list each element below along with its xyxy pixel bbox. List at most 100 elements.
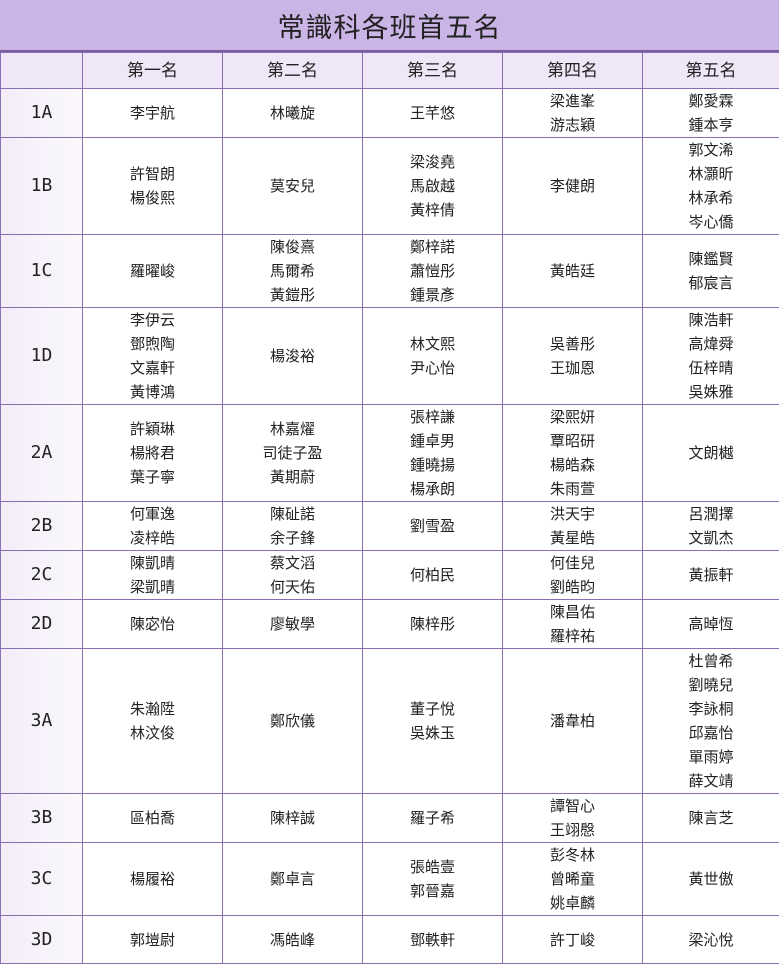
rank-cell: 陳浩軒高煒舜伍梓晴吳姝雅 bbox=[643, 308, 779, 405]
student-name: 鄧軼軒 bbox=[363, 928, 502, 952]
student-name: 廖敏學 bbox=[223, 612, 362, 636]
rank-cell: 洪天宇黃星皓 bbox=[503, 502, 643, 551]
rank-cell: 羅曜峻 bbox=[83, 235, 223, 308]
rank-cell: 陳鑑賢郁宸言 bbox=[643, 235, 779, 308]
class-label: 3A bbox=[1, 649, 83, 794]
student-name: 梁沁悅 bbox=[643, 928, 779, 952]
student-name: 陳俊熹 bbox=[223, 235, 362, 259]
class-label: 3B bbox=[1, 794, 83, 843]
class-label: 2D bbox=[1, 600, 83, 649]
column-header: 第一名 bbox=[83, 53, 223, 89]
student-name: 凌梓皓 bbox=[83, 526, 222, 550]
student-name: 張皓壹 bbox=[363, 855, 502, 879]
student-name: 李伊云 bbox=[83, 308, 222, 332]
student-name: 王翊慇 bbox=[503, 818, 642, 842]
student-name: 梁熙妍 bbox=[503, 405, 642, 429]
column-header: 第二名 bbox=[223, 53, 363, 89]
student-name: 楊履裕 bbox=[83, 867, 222, 891]
student-name: 何佳兒 bbox=[503, 551, 642, 575]
student-name: 黃皓廷 bbox=[503, 259, 642, 283]
student-name: 高晫恆 bbox=[643, 612, 779, 636]
rank-cell: 何軍逸凌梓皓 bbox=[83, 502, 223, 551]
student-name: 吳姝玉 bbox=[363, 721, 502, 745]
student-name: 高煒舜 bbox=[643, 332, 779, 356]
student-name: 何柏民 bbox=[363, 563, 502, 587]
student-name: 梁凱晴 bbox=[83, 575, 222, 599]
rank-cell: 黃振軒 bbox=[643, 551, 779, 600]
rank-cell: 陳俊熹馬爾希黃鎧彤 bbox=[223, 235, 363, 308]
student-name: 楊俊熙 bbox=[83, 186, 222, 210]
column-header: 第四名 bbox=[503, 53, 643, 89]
class-label: 3C bbox=[1, 843, 83, 916]
rank-cell: 黃世傲 bbox=[643, 843, 779, 916]
student-name: 蔡文滔 bbox=[223, 551, 362, 575]
class-label: 1C bbox=[1, 235, 83, 308]
student-name: 陳昌佑 bbox=[503, 600, 642, 624]
student-name: 林曦旋 bbox=[223, 101, 362, 125]
rank-cell: 杜曾希劉曉兒李詠桐邱嘉怡單雨婷薛文靖 bbox=[643, 649, 779, 794]
student-name: 鍾卓男 bbox=[363, 429, 502, 453]
student-name: 李宇航 bbox=[83, 101, 222, 125]
student-name: 董子悅 bbox=[363, 697, 502, 721]
student-name: 陳砋諾 bbox=[223, 502, 362, 526]
student-name: 黃博鴻 bbox=[83, 380, 222, 404]
student-name: 文嘉軒 bbox=[83, 356, 222, 380]
student-name: 彭冬林 bbox=[503, 843, 642, 867]
student-name: 黃期蔚 bbox=[223, 465, 362, 489]
rank-cell: 許丁峻 bbox=[503, 916, 643, 964]
rank-cell: 梁沁悅 bbox=[643, 916, 779, 964]
rank-cell: 林曦旋 bbox=[223, 89, 363, 138]
rank-cell: 朱瀚陞林汶俊 bbox=[83, 649, 223, 794]
rank-cell: 彭冬林曾晞童姚卓麟 bbox=[503, 843, 643, 916]
rank-cell: 鄭愛霖鍾本亨 bbox=[643, 89, 779, 138]
rank-cell: 林嘉燿司徒子盈黃期蔚 bbox=[223, 405, 363, 502]
corner-cell bbox=[1, 53, 83, 89]
student-name: 姚卓麟 bbox=[503, 891, 642, 915]
rank-cell: 陳梓誠 bbox=[223, 794, 363, 843]
student-name: 陳梓誠 bbox=[223, 806, 362, 830]
student-name: 曾晞童 bbox=[503, 867, 642, 891]
student-name: 文凱杰 bbox=[643, 526, 779, 550]
rank-cell: 文朗樾 bbox=[643, 405, 779, 502]
student-name: 羅梓祐 bbox=[503, 624, 642, 648]
student-name: 黃鎧彤 bbox=[223, 283, 362, 307]
rank-cell: 莫安兒 bbox=[223, 138, 363, 235]
student-name: 朱雨萱 bbox=[503, 477, 642, 501]
student-name: 梁進峯 bbox=[503, 89, 642, 113]
student-name: 陳鑑賢 bbox=[643, 247, 779, 271]
student-name: 岑心僑 bbox=[643, 210, 779, 234]
student-name: 郭晉嘉 bbox=[363, 879, 502, 903]
student-name: 羅子希 bbox=[363, 806, 502, 830]
rank-cell: 吳善彤王珈恩 bbox=[503, 308, 643, 405]
rank-cell: 陳昌佑羅梓祐 bbox=[503, 600, 643, 649]
student-name: 鄭卓言 bbox=[223, 867, 362, 891]
rank-cell: 李健朗 bbox=[503, 138, 643, 235]
student-name: 單雨婷 bbox=[643, 745, 779, 769]
student-name: 林灝昕 bbox=[643, 162, 779, 186]
class-label: 2A bbox=[1, 405, 83, 502]
student-name: 何天佑 bbox=[223, 575, 362, 599]
student-name: 文朗樾 bbox=[643, 441, 779, 465]
rank-cell: 王芊悠 bbox=[363, 89, 503, 138]
student-name: 郭文浠 bbox=[643, 138, 779, 162]
student-name: 鍾曉揚 bbox=[363, 453, 502, 477]
student-name: 劉雪盈 bbox=[363, 514, 502, 538]
student-name: 黃世傲 bbox=[643, 867, 779, 891]
student-name: 司徒子盈 bbox=[223, 441, 362, 465]
rank-cell: 馮皓峰 bbox=[223, 916, 363, 964]
student-name: 郁宸言 bbox=[643, 271, 779, 295]
rank-cell: 呂潤擇文凱杰 bbox=[643, 502, 779, 551]
rank-cell: 陳言芝 bbox=[643, 794, 779, 843]
student-name: 覃昭研 bbox=[503, 429, 642, 453]
rank-cell: 梁熙妍覃昭研楊皓森朱雨萱 bbox=[503, 405, 643, 502]
student-name: 薛文靖 bbox=[643, 769, 779, 793]
student-name: 葉子寧 bbox=[83, 465, 222, 489]
rank-cell: 高晫恆 bbox=[643, 600, 779, 649]
student-name: 羅曜峻 bbox=[83, 259, 222, 283]
